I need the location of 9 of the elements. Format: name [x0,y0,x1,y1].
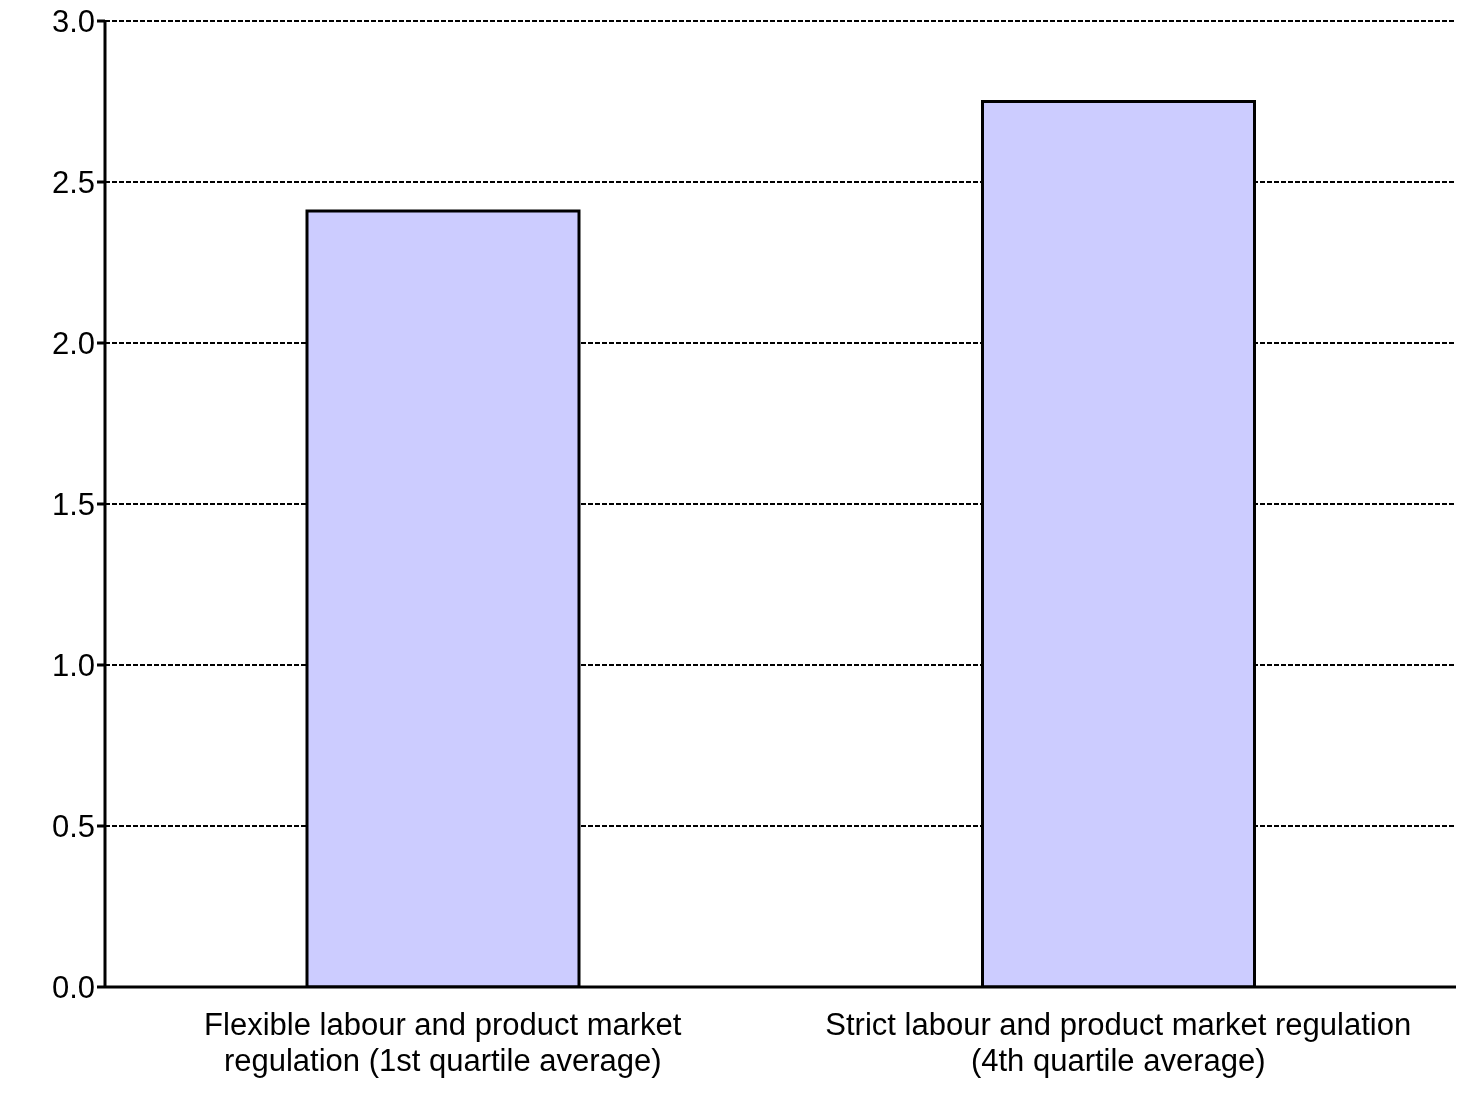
y-tick-label: 2.0 [51,326,95,362]
y-tick-label: 0.5 [51,809,95,845]
y-tick-label: 0.0 [51,970,95,1006]
y-tick-label: 2.5 [51,165,95,201]
x-tick-label: Strict labour and product market regulation (4th quartile average) [825,1007,1412,1078]
y-tick-label: 1.0 [51,648,95,684]
x-tick-label: Flexible labour and product market regulation (1st quartile average) [204,1007,682,1078]
y-tick-label: 3.0 [51,4,95,40]
y-tick-label: 1.5 [51,487,95,523]
